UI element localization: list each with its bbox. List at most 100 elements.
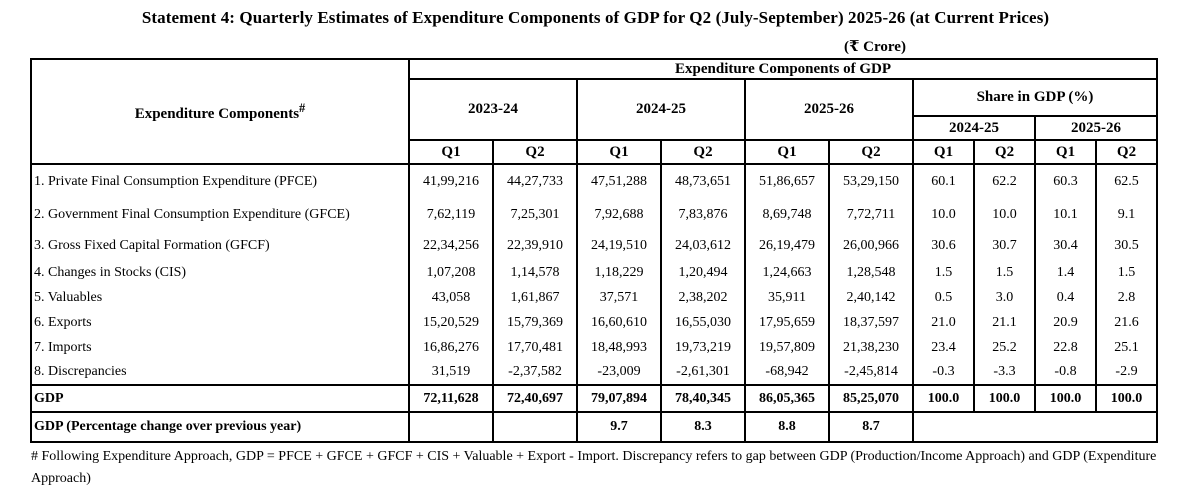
value-cell: 7,25,301 <box>492 198 578 232</box>
value-cell: 24,19,510 <box>576 232 662 260</box>
quarter-header: Q2 <box>492 139 578 165</box>
quarter-header: Q1 <box>912 139 975 165</box>
value-cell: 15,20,529 <box>408 310 494 335</box>
value-cell: 47,51,288 <box>576 164 662 198</box>
value-cell: 1,07,208 <box>408 260 494 285</box>
share-cell: 1.5 <box>1095 260 1158 285</box>
share-cell: 30.7 <box>973 232 1036 260</box>
share-cell: -0.8 <box>1034 360 1097 385</box>
value-cell: 22,39,910 <box>492 232 578 260</box>
share-year-header-2024-25: 2024-25 <box>912 115 1036 141</box>
share-cell: 10.0 <box>912 198 975 232</box>
quarter-header: Q2 <box>973 139 1036 165</box>
value-cell: -68,942 <box>744 360 830 385</box>
row-cis: 4. Changes in Stocks (CIS) 1,07,208 1,14… <box>30 260 1158 285</box>
share-cell: 100.0 <box>912 384 975 413</box>
value-cell: 72,40,697 <box>492 384 578 413</box>
value-cell: 7,92,688 <box>576 198 662 232</box>
value-cell: 7,72,711 <box>828 198 914 232</box>
gdp-row: GDP 72,11,628 72,40,697 79,07,894 78,40,… <box>30 384 1158 413</box>
value-cell: 16,60,610 <box>576 310 662 335</box>
value-cell: 18,37,597 <box>828 310 914 335</box>
share-cell: 25.2 <box>973 335 1036 360</box>
quarter-header: Q1 <box>1034 139 1097 165</box>
value-cell: 44,27,733 <box>492 164 578 198</box>
share-cell: 3.0 <box>973 285 1036 310</box>
year-header-2024-25: 2024-25 <box>576 78 746 141</box>
share-cell: -3.3 <box>973 360 1036 385</box>
share-cell: 60.3 <box>1034 164 1097 198</box>
row-label: 2. Government Final Consumption Expendit… <box>30 198 410 232</box>
value-cell: 1,61,867 <box>492 285 578 310</box>
value-cell: 2,40,142 <box>828 285 914 310</box>
value-cell: 43,058 <box>408 285 494 310</box>
value-cell: 7,83,876 <box>660 198 746 232</box>
share-cell: 21.0 <box>912 310 975 335</box>
value-cell: 24,03,612 <box>660 232 746 260</box>
header-row-share-years: 2024-25 2025-26 <box>31 115 1158 141</box>
share-cell: 100.0 <box>973 384 1036 413</box>
gdp-change-row: GDP (Percentage change over previous yea… <box>30 411 1158 443</box>
year-header-2023-24: 2023-24 <box>408 78 578 141</box>
year-header-2025-26: 2025-26 <box>744 78 914 141</box>
value-cell: -2,45,814 <box>828 360 914 385</box>
corner-footnote-marker: # <box>299 100 306 115</box>
share-cell: 1.5 <box>973 260 1036 285</box>
row-label: 8. Discrepancies <box>30 360 410 385</box>
unit-label: (₹ Crore) <box>844 39 906 55</box>
value-cell: 53,29,150 <box>828 164 914 198</box>
share-cell: 62.5 <box>1095 164 1158 198</box>
value-cell: 16,55,030 <box>660 310 746 335</box>
share-cell: 9.1 <box>1095 198 1158 232</box>
share-cell: 0.4 <box>1034 285 1097 310</box>
quarter-header: Q1 <box>744 139 830 165</box>
value-cell: 72,11,628 <box>408 384 494 413</box>
share-year-header-2025-26: 2025-26 <box>1034 115 1158 141</box>
value-cell: -2,37,582 <box>492 360 578 385</box>
row-gfcf: 3. Gross Fixed Capital Formation (GFCF) … <box>30 232 1158 260</box>
header-row-quarters: Q1 Q2 Q1 Q2 Q1 Q2 Q1 Q2 Q1 Q2 <box>31 139 1158 165</box>
header-row-years: 2023-24 2024-25 2025-26 Share in GDP (%) <box>31 78 1158 141</box>
value-cell: 19,57,809 <box>744 335 830 360</box>
row-gfce: 2. Government Final Consumption Expendit… <box>30 198 1158 232</box>
corner-label: Expenditure Components <box>134 105 300 122</box>
quarter-header: Q2 <box>660 139 746 165</box>
row-label: 3. Gross Fixed Capital Formation (GFCF) <box>30 232 410 260</box>
row-label: 5. Valuables <box>30 285 410 310</box>
footnote: # Following Expenditure Approach, GDP = … <box>31 449 1157 486</box>
value-cell: 35,911 <box>744 285 830 310</box>
value-cell: 85,25,070 <box>828 384 914 413</box>
value-cell: 31,519 <box>408 360 494 385</box>
value-cell: 17,70,481 <box>492 335 578 360</box>
value-cell: 37,571 <box>576 285 662 310</box>
share-cell: -0.3 <box>912 360 975 385</box>
share-cell: 2.8 <box>1095 285 1158 310</box>
quarter-header: Q1 <box>408 139 494 165</box>
value-cell <box>408 411 494 443</box>
value-cell: 8.3 <box>660 411 746 443</box>
value-cell: 1,14,578 <box>492 260 578 285</box>
share-cell: 30.4 <box>1034 232 1097 260</box>
value-cell: 8.7 <box>828 411 914 443</box>
value-cell: 22,34,256 <box>408 232 494 260</box>
empty-region <box>912 411 1158 443</box>
corner-header: Expenditure Components# <box>30 58 410 165</box>
value-cell: 48,73,651 <box>660 164 746 198</box>
header-row-group: Expenditure Components# Expenditure Comp… <box>30 58 1158 165</box>
row-imports: 7. Imports 16,86,276 17,70,481 18,48,993… <box>30 335 1158 360</box>
share-cell: 100.0 <box>1095 384 1158 413</box>
share-cell: 21.6 <box>1095 310 1158 335</box>
value-cell: 26,00,966 <box>828 232 914 260</box>
share-cell: 10.1 <box>1034 198 1097 232</box>
share-cell: 0.5 <box>912 285 975 310</box>
share-cell: 60.1 <box>912 164 975 198</box>
share-cell: 30.5 <box>1095 232 1158 260</box>
gdp-expenditure-table: Expenditure Components# Expenditure Comp… <box>30 58 1158 443</box>
row-exports: 6. Exports 15,20,529 15,79,369 16,60,610… <box>30 310 1158 335</box>
page-title: Statement 4: Quarterly Estimates of Expe… <box>141 8 1050 27</box>
row-label: GDP <box>30 384 410 413</box>
value-cell: 26,19,479 <box>744 232 830 260</box>
row-label: 7. Imports <box>30 335 410 360</box>
row-label: 1. Private Final Consumption Expenditure… <box>30 164 410 198</box>
